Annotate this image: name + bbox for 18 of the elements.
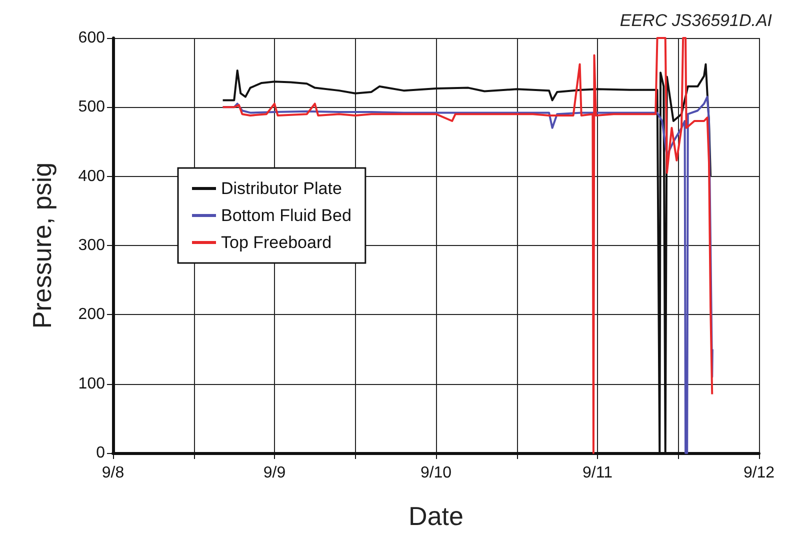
y-tick-label: 600: [78, 30, 106, 46]
legend-label: Distributor Plate: [221, 179, 342, 198]
y-axis-title: Pressure, psig: [27, 162, 57, 329]
y-tick-label: 300: [78, 237, 106, 254]
x-axis-title: Date: [408, 501, 464, 531]
text: EERC JS36591D.AI: [620, 11, 772, 30]
x-tick-label: 9/10: [420, 464, 452, 482]
y-tick-label: 500: [78, 98, 106, 116]
y-tick-label: 0: [96, 444, 106, 462]
x-tick-label: 9/8: [102, 464, 124, 482]
legend-label: Bottom Fluid Bed: [221, 206, 352, 225]
x-tick-label: 9/11: [582, 464, 613, 482]
legend-label: Top Freeboard: [221, 233, 332, 252]
x-tick-label: 9/9: [263, 464, 286, 482]
x-tick-label: 9/12: [743, 464, 775, 482]
y-tick-label: 200: [78, 306, 106, 324]
y-tick-label: 100: [78, 375, 106, 392]
y-tick-label: 400: [78, 168, 106, 185]
